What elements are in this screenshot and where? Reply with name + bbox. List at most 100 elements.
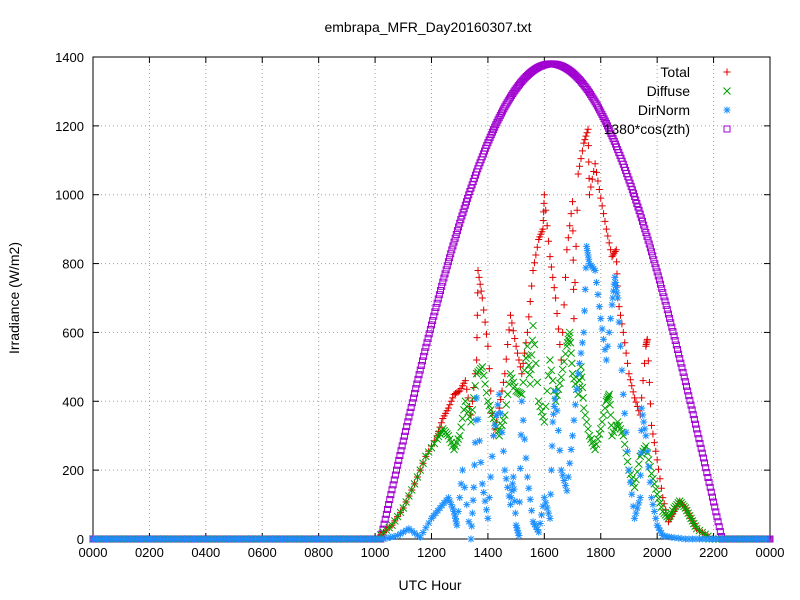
data-point <box>585 191 593 199</box>
data-point <box>546 514 554 522</box>
data-point <box>614 294 622 302</box>
reference-point <box>643 232 651 240</box>
reference-point <box>706 483 714 491</box>
reference-point <box>407 404 415 412</box>
data-point <box>671 534 679 542</box>
legend-label: 1380*cos(zth) <box>604 121 690 137</box>
data-point <box>612 284 620 292</box>
data-point <box>602 225 610 233</box>
x-tick-label: 1800 <box>586 545 615 560</box>
data-point <box>680 502 688 511</box>
data-point <box>385 523 394 532</box>
data-point <box>502 355 510 363</box>
data-point <box>548 442 556 450</box>
data-point <box>598 418 607 426</box>
data-point <box>583 242 591 250</box>
x-tick-label: 2200 <box>699 545 728 560</box>
data-point <box>497 409 505 417</box>
data-point <box>475 273 483 281</box>
data-point <box>555 379 564 388</box>
data-point <box>485 401 494 410</box>
data-point <box>674 534 682 542</box>
reference-point <box>382 510 390 518</box>
reference-point <box>423 339 431 347</box>
reference-point <box>425 330 433 338</box>
data-point <box>526 380 535 388</box>
data-point <box>502 400 511 409</box>
reference-point <box>692 420 700 428</box>
data-point <box>471 370 479 378</box>
reference-point <box>395 456 403 464</box>
data-point <box>416 466 425 474</box>
data-point <box>527 365 535 374</box>
data-point <box>556 446 564 454</box>
series-dirnorm <box>89 242 771 543</box>
reference-point <box>664 310 672 318</box>
reference-point <box>661 297 669 305</box>
data-point <box>631 394 639 402</box>
data-point <box>559 471 567 479</box>
reference-point <box>456 219 464 227</box>
data-point <box>594 291 602 299</box>
data-point <box>528 282 536 290</box>
reference-point <box>440 274 448 282</box>
data-point <box>577 349 585 357</box>
data-point <box>513 524 521 532</box>
reference-point <box>667 319 675 327</box>
data-point <box>457 480 465 488</box>
data-point <box>606 400 614 409</box>
data-point <box>545 509 553 517</box>
data-point <box>629 502 637 510</box>
data-point <box>648 421 656 429</box>
data-point <box>618 366 626 374</box>
data-point <box>570 416 578 424</box>
data-point <box>620 440 629 449</box>
data-point <box>629 388 637 396</box>
reference-point <box>460 205 468 213</box>
data-point <box>549 418 557 426</box>
data-point <box>598 202 606 210</box>
data-point <box>584 424 592 433</box>
data-point <box>525 484 533 492</box>
data-point <box>581 307 589 315</box>
reference-point <box>455 223 463 231</box>
reference-point <box>414 375 422 383</box>
data-point <box>399 528 407 536</box>
legend-label: DirNorm <box>638 102 690 118</box>
data-point <box>641 425 649 433</box>
data-point <box>642 432 650 440</box>
data-point <box>616 311 624 319</box>
reference-point <box>660 293 668 301</box>
data-point <box>572 242 580 250</box>
data-point <box>554 325 562 333</box>
data-point <box>554 427 562 435</box>
reference-point <box>642 229 650 237</box>
x-tick-label: 0200 <box>135 545 164 560</box>
data-marks <box>89 60 774 543</box>
reference-point <box>645 240 653 248</box>
data-point <box>681 535 689 543</box>
data-point <box>533 378 542 387</box>
data-point <box>581 411 590 419</box>
data-point <box>600 210 608 218</box>
data-point <box>560 301 568 309</box>
data-point <box>501 370 509 378</box>
data-point <box>650 439 658 447</box>
data-point <box>652 514 660 522</box>
data-point <box>623 457 632 466</box>
reference-point <box>604 122 612 130</box>
reference-point <box>448 246 456 254</box>
x-tick-label: 0600 <box>248 545 277 560</box>
reference-point <box>449 242 457 250</box>
reference-point <box>400 432 408 440</box>
data-point <box>477 287 485 295</box>
reference-point <box>404 418 412 426</box>
data-point <box>383 534 391 542</box>
data-point <box>503 390 512 399</box>
x-axis-label: UTC Hour <box>398 577 461 593</box>
reference-point <box>693 425 701 433</box>
data-point <box>612 279 620 287</box>
data-point <box>652 447 660 455</box>
data-point <box>413 473 422 481</box>
data-point <box>460 379 468 387</box>
